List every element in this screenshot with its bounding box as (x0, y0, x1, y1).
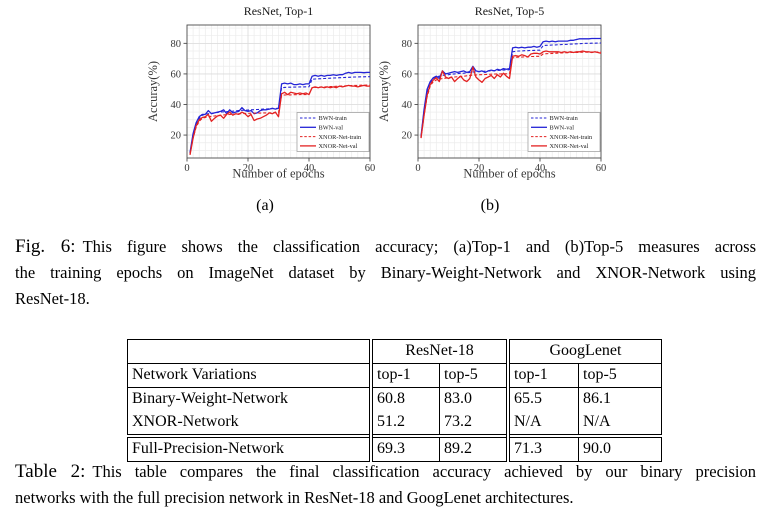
x-tick-label: 40 (304, 163, 315, 174)
table-caption: Table 2: This table compares the final cl… (15, 459, 756, 511)
table-row-xnor: XNOR-Network 51.2 73.2 N/A N/A (128, 411, 662, 436)
top1-accuracy-chart: 0 20 40 60 20 40 60 80 ResNet, Top-1 Number of ep… (146, 4, 376, 181)
legend-label: BWN-train (319, 115, 348, 122)
chart-title: ResNet, Top-5 (475, 4, 545, 18)
series-BWN-val (420, 37, 601, 137)
row-label: Full-Precision-Network (127, 434, 371, 462)
cell-value: 60.8 (369, 387, 440, 411)
y-tick-label: 60 (171, 69, 182, 80)
y-tick-label: 60 (402, 69, 413, 80)
col-header-top1-resnet: top-1 (369, 363, 440, 388)
cell-value: 90.0 (578, 434, 662, 462)
cell-value: 51.2 (369, 411, 440, 436)
results-table: ResNet-18 GoogLenet Network Variations t… (127, 339, 662, 462)
legend-label: BWN-val (319, 125, 344, 132)
figure-caption-line3: ResNet-18. (15, 289, 90, 308)
cell-value: N/A (578, 411, 662, 436)
top5-accuracy-chart: 0 20 40 60 20 40 60 80 ResNet, Top-5 Number of ep… (377, 4, 607, 181)
legend-label: XNOR-Net-val (319, 143, 358, 150)
cell-value: N/A (506, 411, 579, 436)
y-axis-label: Accuray(%) (146, 61, 160, 122)
cell-value: 73.2 (439, 411, 508, 436)
legend-label: BWN-val (550, 125, 575, 132)
y-tick-label: 20 (402, 131, 413, 142)
y-tick-label: 40 (171, 100, 182, 111)
series-XNOR-Net-val (189, 84, 370, 156)
table-group-header-row: ResNet-18 GoogLenet (127, 339, 662, 364)
y-tick-label: 20 (171, 131, 182, 142)
table-column-header-row: Network Variations top-1 top-5 top-1 top… (127, 363, 662, 388)
y-tick-label: 80 (402, 39, 413, 50)
legend-label: XNOR-Net-train (550, 134, 594, 141)
legend-label: BWN-train (550, 115, 579, 122)
group-header-resnet18: ResNet-18 (369, 339, 508, 364)
table-row-bwn: Binary-Weight-Network 60.8 83.0 65.5 86.… (128, 387, 662, 411)
x-tick-label: 20 (243, 163, 254, 174)
x-tick-label: 20 (474, 163, 485, 174)
col-header-top1-googlenet: top-1 (506, 363, 579, 388)
cell-value: 69.3 (369, 434, 440, 462)
cell-value: 71.3 (506, 434, 579, 462)
legend-box (296, 112, 370, 152)
figure-caption: Fig. 6: This figure shows the classificat… (15, 234, 756, 312)
figure-caption-label: Fig. 6: (15, 236, 76, 257)
col-header-top5-resnet: top-5 (439, 363, 508, 388)
y-axis-label: Accuray(%) (377, 61, 391, 122)
cell-value: 86.1 (578, 387, 662, 411)
x-tick-label: 60 (365, 163, 376, 174)
row-label: Binary-Weight-Network (132, 390, 288, 408)
subcaption-b: (b) (480, 197, 500, 214)
figure-caption-line1: Fig. 6: This figure shows the classificat… (15, 236, 756, 257)
table-caption-line2: networks with the full precision network… (15, 488, 574, 507)
col-header-top5-googlenet: top-5 (578, 363, 662, 388)
table-caption-label: Table 2: (15, 461, 86, 482)
cell-value: 89.2 (439, 434, 508, 462)
plot-box (186, 24, 371, 159)
series-XNOR-Net-val (420, 50, 602, 139)
table-row-full-precision: Full-Precision-Network 69.3 89.2 71.3 90… (127, 434, 662, 462)
y-tick-label: 40 (402, 100, 413, 111)
cell-value: 83.0 (439, 387, 508, 411)
y-tick-label: 80 (171, 39, 182, 50)
x-tick-label: 0 (184, 163, 189, 174)
chart-title: ResNet, Top-1 (244, 4, 314, 18)
x-tick-label: 0 (415, 163, 420, 174)
legend-label: XNOR-Net-train (319, 134, 363, 141)
legend-label: XNOR-Net-val (550, 143, 589, 150)
row-header-network-variations: Network Variations (127, 363, 371, 388)
x-axis-label: Number of epochs (232, 167, 324, 181)
empty-corner-cell (127, 339, 371, 364)
x-tick-label: 40 (535, 163, 546, 174)
x-tick-label: 60 (596, 163, 607, 174)
x-axis-label: Number of epochs (463, 167, 555, 181)
table-caption-line1: Table 2: This table compares the final cl… (15, 461, 757, 482)
series-BWN-val (189, 71, 370, 153)
plot-box (417, 24, 602, 159)
group-header-googlenet: GoogLenet (506, 339, 662, 364)
row-label: XNOR-Network (132, 413, 239, 431)
subcaption-a: (a) (256, 197, 274, 214)
figure-caption-line2: the training epochs on ImageNet dataset … (15, 263, 756, 282)
legend-box (527, 112, 601, 152)
cell-value: 65.5 (506, 387, 579, 411)
